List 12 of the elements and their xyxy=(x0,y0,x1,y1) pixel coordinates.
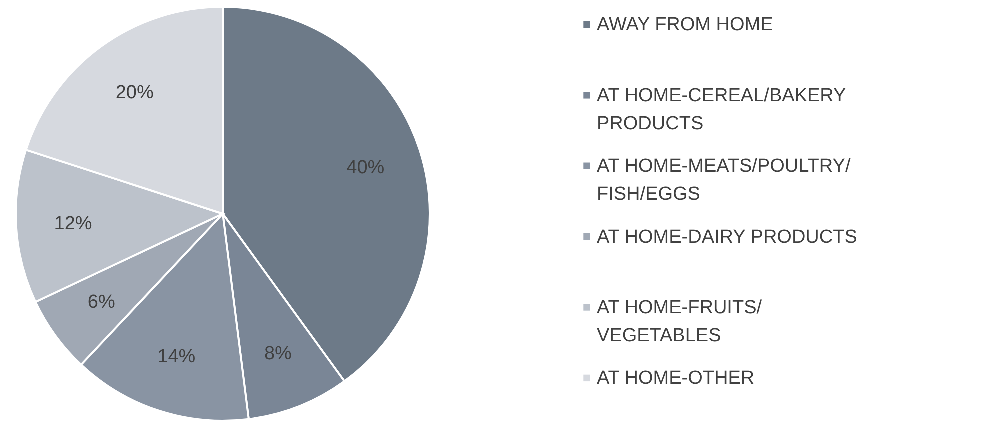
legend-label: AT HOME-FRUITS/VEGETABLES xyxy=(597,298,763,346)
legend-label: AT HOME-OTHER xyxy=(597,368,755,390)
legend-label: AT HOME-DAIRY PRODUCTS xyxy=(597,226,858,248)
legend-label: AT HOME-MEATS/POULTRY/FISH/EGGS xyxy=(597,156,852,206)
data-label: 14% xyxy=(158,346,196,368)
data-label: 20% xyxy=(116,82,154,104)
data-label: 12% xyxy=(54,213,92,234)
data-label: 6% xyxy=(88,292,116,314)
legend-label: AT HOME-CEREAL/BAKERY PRODUCTS xyxy=(597,85,847,134)
data-label: 8% xyxy=(264,343,292,364)
data-label: 40% xyxy=(346,158,385,179)
legend-label: AWAY FROM HOME xyxy=(597,14,774,36)
